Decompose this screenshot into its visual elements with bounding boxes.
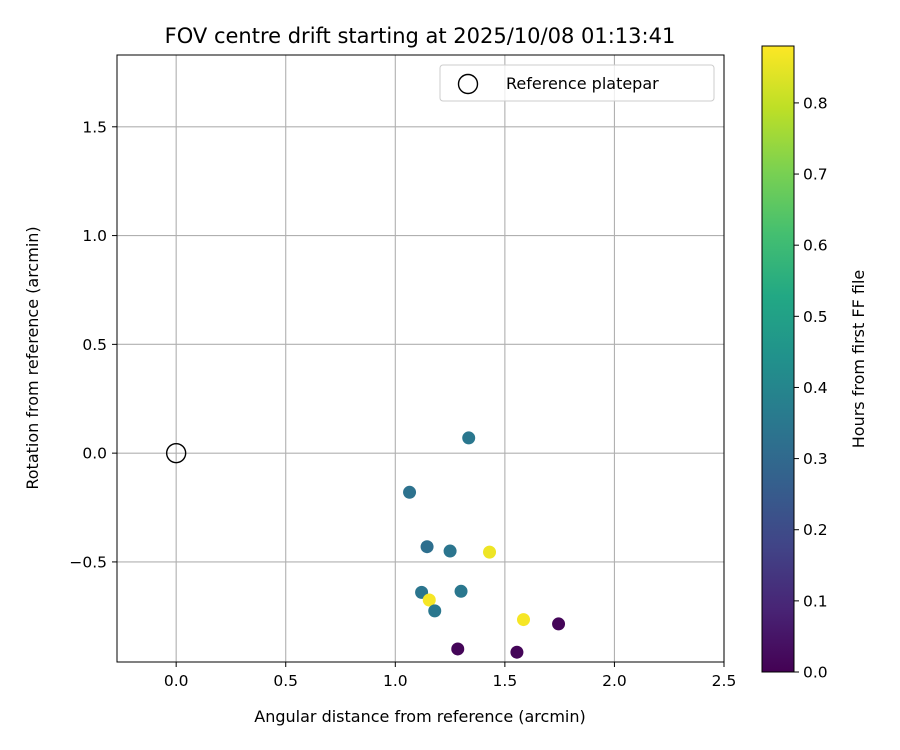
colorbar-ticks: 0.0 0.1 0.2 0.3 0.4 0.5 0.6 0.7 0.8: [794, 94, 828, 682]
colorbar-tick-label: 0.3: [803, 450, 828, 468]
axis-ticks: 0.0 0.5 1.0 1.5 2.0 2.5 −0.5 0.0 0.5 1.0 1.5: [69, 118, 736, 690]
data-points: [165, 431, 566, 659]
y-tick-label: 1.0: [82, 227, 107, 245]
legend-box: [439, 64, 715, 102]
plot-frame: [116, 54, 725, 663]
legend: Reference platepar: [439, 64, 715, 102]
data-point: [443, 544, 457, 558]
y-tick-label: 1.5: [82, 118, 107, 136]
y-axis-label: Rotation from reference (arcmin): [23, 226, 42, 489]
colorbar-tick-label: 0.4: [803, 379, 828, 397]
x-tick-label: 1.5: [493, 672, 518, 690]
legend-marker-open-circle: [457, 73, 479, 95]
colorbar-tick-label: 0.7: [803, 166, 828, 184]
data-point: [403, 485, 417, 499]
reference-platepar-marker: [165, 442, 187, 464]
colorbar-tick-label: 0.2: [803, 521, 828, 539]
colorbar-tick-label: 0.0: [803, 664, 828, 682]
x-tick-label: 0.5: [273, 672, 298, 690]
x-axis-label: Angular distance from reference (arcmin): [254, 707, 585, 726]
data-point: [510, 645, 524, 659]
data-point: [454, 584, 468, 598]
data-point: [483, 545, 497, 559]
data-point: [422, 593, 436, 607]
colorbar: 0.0 0.1 0.2 0.3 0.4 0.5 0.6 0.7 0.8 Hours from f…: [761, 45, 868, 682]
x-tick-label: 2.0: [602, 672, 627, 690]
colorbar-tick-label: 0.6: [803, 237, 828, 255]
y-tick-label: −0.5: [69, 553, 107, 571]
y-tick-label: 0.5: [82, 336, 107, 354]
y-tick-label: 0.0: [82, 445, 107, 463]
x-tick-label: 2.5: [712, 672, 737, 690]
data-point: [462, 431, 476, 445]
data-point: [428, 604, 442, 618]
data-point: [552, 617, 566, 631]
grid: [117, 55, 725, 662]
colorbar-gradient: [761, 45, 795, 673]
data-point: [451, 642, 465, 656]
chart-title: FOV centre drift starting at 2025/10/08 …: [165, 24, 676, 48]
legend-label: Reference platepar: [506, 74, 659, 93]
colorbar-label: Hours from first FF file: [849, 270, 868, 449]
x-tick-label: 0.0: [164, 672, 189, 690]
data-point: [420, 540, 434, 554]
colorbar-tick-label: 0.8: [803, 94, 828, 112]
colorbar-tick-label: 0.5: [803, 308, 828, 326]
data-point: [516, 613, 530, 627]
x-tick-label: 1.0: [383, 672, 408, 690]
colorbar-tick-label: 0.1: [803, 592, 828, 610]
